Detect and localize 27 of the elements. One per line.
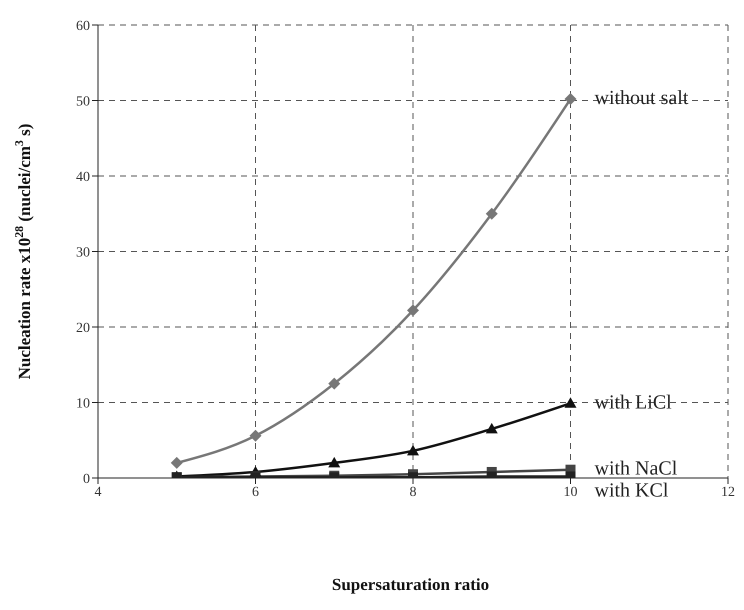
point — [328, 456, 340, 468]
y-tick-label: 50 — [76, 94, 90, 110]
x-tick-label: 4 — [94, 484, 102, 500]
point — [564, 397, 576, 408]
y-tick-label: 40 — [76, 170, 90, 185]
series-label: with NaCl — [594, 458, 678, 480]
point — [328, 378, 340, 390]
y-tick-label: 10 — [76, 396, 90, 412]
point — [407, 304, 419, 316]
x-axis-title: Supersaturation ratio — [332, 575, 490, 594]
series-label: without salt — [594, 86, 689, 109]
point — [486, 208, 498, 220]
y-tick-label: 0 — [83, 472, 90, 487]
point — [250, 430, 262, 442]
point — [407, 444, 419, 456]
x-tick-label: 12 — [721, 484, 735, 500]
point — [486, 422, 498, 434]
x-tick-label: 6 — [252, 484, 259, 500]
y-tick-label: 20 — [76, 320, 90, 336]
series-label: with KCl — [594, 480, 669, 502]
point — [170, 456, 183, 469]
y-tick-label: 60 — [76, 18, 90, 34]
x-tick-label: 10 — [564, 484, 578, 500]
point — [564, 92, 576, 105]
y-tick-label: 30 — [76, 245, 90, 260]
series-label: with LiCl — [594, 391, 672, 414]
x-tick-label: 8 — [410, 484, 416, 500]
